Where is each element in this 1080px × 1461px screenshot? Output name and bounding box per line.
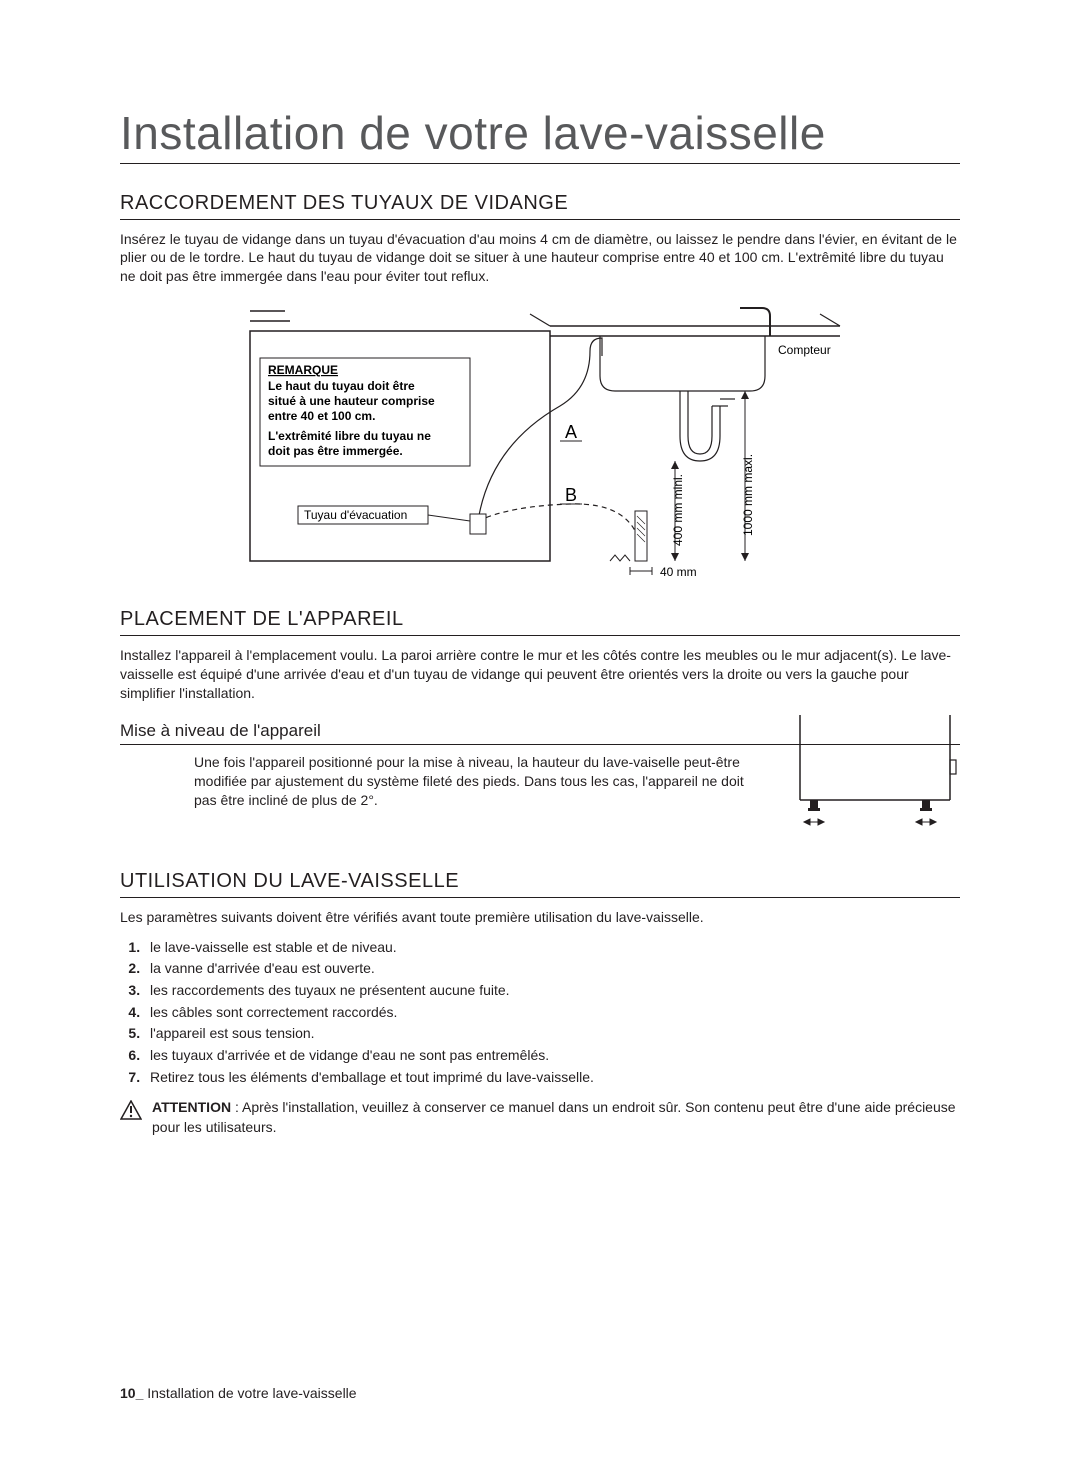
checklist-item: Retirez tous les éléments d'emballage et… [144,1067,960,1089]
label-a: A [565,422,577,442]
remark-l5: doit pas être immergée. [268,444,403,458]
width-label: 40 mm [660,565,697,579]
remark-title: REMARQUE [268,363,338,377]
section-heading-drain: RACCORDEMENT DES TUYAUX DE VIDANGE [120,192,960,220]
level-body-text: Une fois l'appareil positionné pour la m… [194,753,760,810]
use-intro-text: Les paramètres suivants doivent être vér… [120,908,960,927]
remark-box: REMARQUE Le haut du tuyau doit être situ… [260,358,470,466]
attention-text: ATTENTION : Après l'installation, veuill… [152,1098,960,1137]
remark-l4: L'extrêmité libre du tuyau ne [268,429,431,443]
checklist-item: les raccordements des tuyaux ne présente… [144,980,960,1002]
label-b: B [565,485,577,505]
remark-l1: Le haut du tuyau doit être [268,379,415,393]
max-label: 1000 mm maxi. [741,454,755,536]
footer-text: Installation de votre lave-vaisselle [143,1385,356,1401]
min-label: 400 mm mini. [671,474,685,546]
drain-diagram-svg: Compteur REMARQUE Le haut du tuyau doit … [230,296,850,586]
leveling-diagram [790,710,960,835]
page-title: Installation de votre lave-vaisselle [120,108,960,164]
attention-body: : Après l'installation, veuillez à conse… [152,1099,956,1135]
checklist-item: les tuyaux d'arrivée et de vidange d'eau… [144,1045,960,1067]
drain-pipe-label: Tuyau d'évacuation [304,508,407,522]
remark-l2: situé à une hauteur comprise [268,394,435,408]
placement-body-text: Installez l'appareil à l'emplacement vou… [120,646,960,703]
section-heading-use: UTILISATION DU LAVE-VAISSELLE [120,870,960,898]
counter-label: Compteur [778,343,831,357]
checklist-item: la vanne d'arrivée d'eau est ouverte. [144,958,960,980]
section-heading-placement: PLACEMENT DE L'APPAREIL [120,608,960,636]
checklist-item: le lave-vaisselle est stable et de nivea… [144,937,960,959]
remark-l3: entre 40 et 100 cm. [268,409,375,423]
attention-label: ATTENTION [152,1099,231,1115]
page-number: 10_ [120,1385,143,1401]
checklist: le lave-vaisselle est stable et de nivea… [120,937,960,1089]
checklist-item: les câbles sont correctement raccordés. [144,1002,960,1024]
warning-icon [120,1100,142,1125]
drain-diagram: Compteur REMARQUE Le haut du tuyau doit … [120,296,960,586]
page-footer: 10_ Installation de votre lave-vaisselle [120,1385,357,1401]
drain-body-text: Insérez le tuyau de vidange dans un tuya… [120,230,960,287]
checklist-item: l'appareil est sous tension. [144,1023,960,1045]
attention-block: ATTENTION : Après l'installation, veuill… [120,1098,960,1137]
document-page: Installation de votre lave-vaisselle RAC… [0,0,1080,1461]
